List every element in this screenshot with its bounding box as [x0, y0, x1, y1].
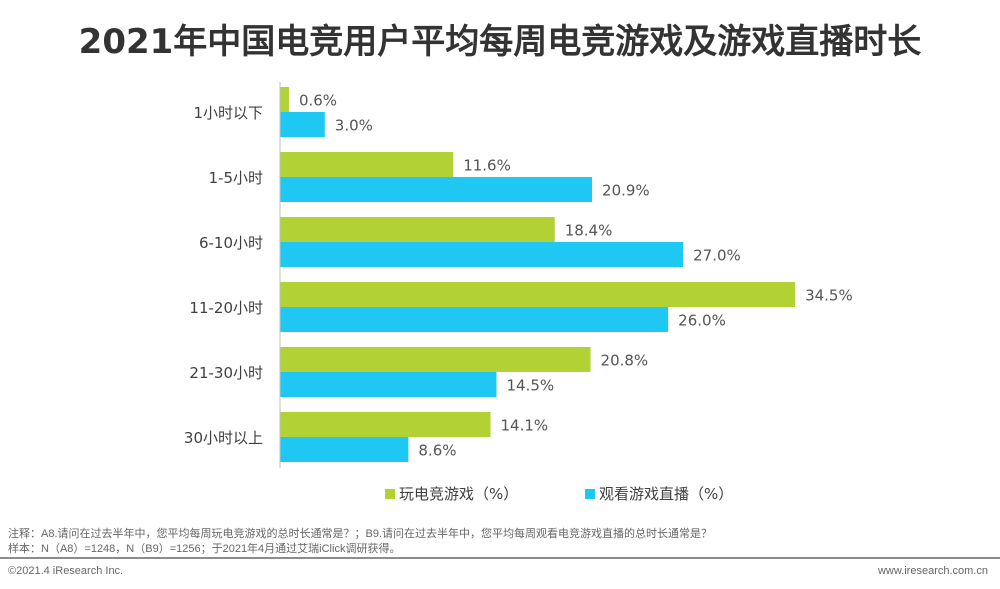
- category-label: 1-5小时: [209, 169, 264, 187]
- bar-watch: [280, 242, 684, 267]
- bar-play: [280, 217, 555, 242]
- legend-swatch: [385, 489, 395, 499]
- data-label: 34.5%: [805, 287, 853, 305]
- bar-watch: [280, 372, 497, 397]
- bar-watch: [280, 112, 325, 137]
- legend-swatch: [585, 489, 595, 499]
- footnote-questions: 注释：A8.请问在过去半年中，您平均每周玩电竞游戏的总时长通常是？；B9.请问在…: [8, 528, 713, 540]
- category-label: 30小时以上: [184, 429, 263, 447]
- category-label: 1小时以下: [193, 104, 263, 122]
- data-label: 3.0%: [335, 117, 373, 135]
- data-label: 8.6%: [418, 442, 456, 460]
- copyright: ©2021.4 iResearch Inc.: [8, 565, 124, 577]
- bar-watch: [280, 307, 669, 332]
- data-label: 18.4%: [565, 222, 613, 240]
- bar-play: [280, 347, 591, 372]
- divider: [0, 557, 1000, 559]
- data-label: 20.8%: [601, 352, 649, 370]
- data-label: 0.6%: [299, 92, 337, 110]
- bar-play: [280, 282, 796, 307]
- data-label: 27.0%: [693, 247, 741, 265]
- category-label: 6-10小时: [199, 234, 263, 252]
- legend-label: 观看游戏直播（%）: [599, 485, 733, 503]
- category-label: 21-30小时: [189, 364, 263, 382]
- legend-label: 玩电竞游戏（%）: [399, 485, 518, 503]
- footnote-sample: 样本：N（A8）=1248，N（B9）=1256；于2021年4月通过艾瑞iCl…: [8, 543, 401, 555]
- bar-chart: 1小时以下 0.6% 3.0% 1-5小时 11.6% 20.9% 6-10小时 18.4% 2…: [184, 82, 853, 503]
- bar-watch: [280, 437, 409, 462]
- data-label: 14.5%: [506, 377, 554, 395]
- data-label: 26.0%: [678, 312, 726, 330]
- bar-play: [280, 152, 454, 177]
- bar-watch: [280, 177, 593, 202]
- category-label: 11-20小时: [189, 299, 263, 317]
- bar-play: [280, 87, 289, 112]
- bar-play: [280, 412, 491, 437]
- data-label: 14.1%: [501, 417, 549, 435]
- website-url: www.iresearch.com.cn: [877, 565, 988, 577]
- data-label: 11.6%: [463, 157, 511, 175]
- data-label: 20.9%: [602, 182, 650, 200]
- chart-title: 2021年中国电竞用户平均每周电竞游戏及游戏直播时长: [78, 22, 922, 62]
